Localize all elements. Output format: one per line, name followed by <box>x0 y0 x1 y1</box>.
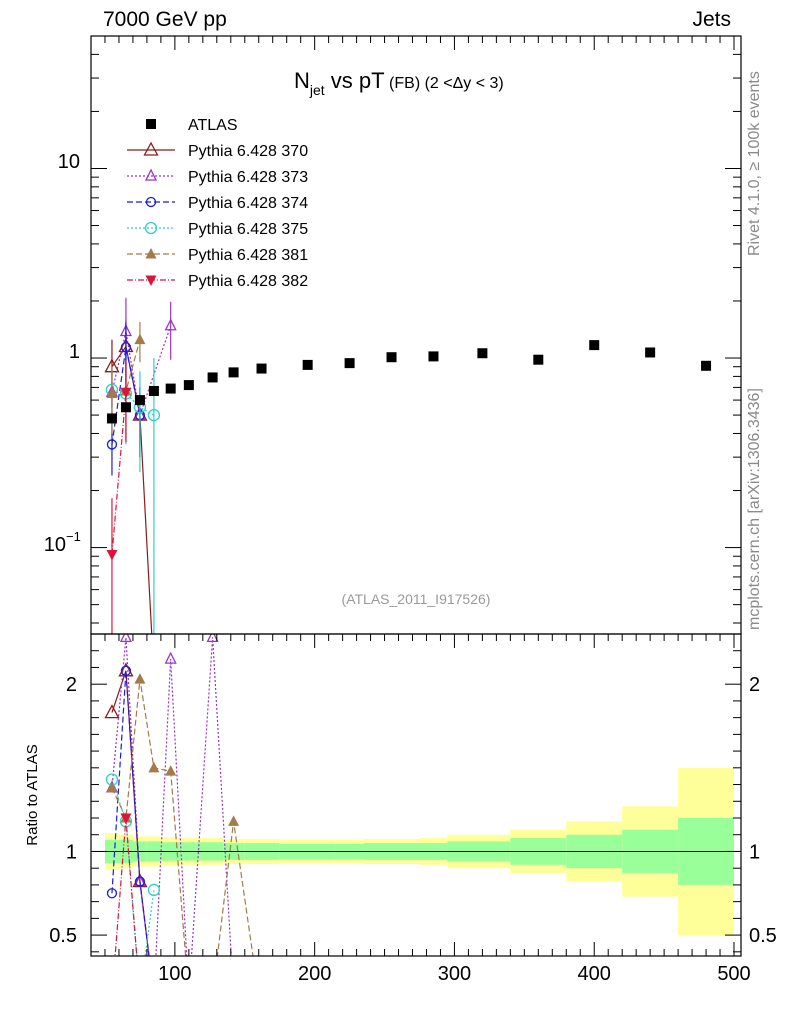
legend-label: Pythia 6.428 370 <box>188 143 308 160</box>
ratio-y-tick-label-right: 1 <box>749 841 760 863</box>
atlas-data-point <box>645 347 656 358</box>
series-line <box>111 347 141 445</box>
atlas-data-point <box>183 380 194 391</box>
header-energy-label: 7000 GeV pp <box>103 8 227 31</box>
ratio-y-axis-label: Ratio to ATLAS <box>24 744 41 845</box>
ratio-plot-frame <box>90 633 742 957</box>
series-point <box>106 549 118 561</box>
ratio-series-line <box>111 779 155 956</box>
analysis-tag: (ATLAS_2011_I917526) <box>342 591 491 607</box>
ratio-series-point <box>120 813 132 824</box>
ratio-series-point <box>165 765 177 776</box>
ratio-y-tick-label: 0.5 <box>49 925 77 947</box>
ratio-y-tick-label-right: 0.5 <box>749 925 777 947</box>
main-y-tick-exponent: −1 <box>66 529 81 544</box>
main-y-tick-label-1: 1 <box>69 341 80 363</box>
atlas-data-point <box>533 354 544 365</box>
ratio-series-point <box>134 673 146 684</box>
x-tick-label: 200 <box>298 963 331 985</box>
ratio-series-point <box>134 876 146 887</box>
ratio-series-point <box>164 651 177 664</box>
main-y-tick-label-0.1: 10 <box>44 534 66 556</box>
series-line <box>111 325 172 416</box>
atlas-data-point <box>302 359 313 370</box>
x-tick-label: 300 <box>438 963 471 985</box>
legend-marker <box>143 141 159 156</box>
main-y-tick-label-10: 10 <box>58 151 80 173</box>
legend: ATLAS Pythia 6.428 370 Pythia 6.428 373 Pyt… <box>127 117 308 290</box>
x-tick-label: 400 <box>578 963 611 985</box>
series-point <box>164 318 177 331</box>
series-point <box>120 387 132 399</box>
series-point <box>106 439 118 450</box>
ratio-y-tick-label-right: 2 <box>749 674 760 696</box>
atlas-data-point <box>256 363 267 374</box>
atlas-data-point <box>106 413 117 424</box>
atlas-data-point <box>207 372 218 383</box>
legend-label: Pythia 6.428 375 <box>188 221 308 238</box>
x-tick-label: 100 <box>158 963 191 985</box>
ratio-series-point <box>120 665 132 676</box>
atlas-data-point <box>386 352 397 363</box>
ratio-series-point <box>228 815 240 826</box>
series-point <box>120 342 132 353</box>
ratio-tick-labels: 0.5 0.5 1 1 2 2 <box>49 674 777 947</box>
atlas-data-point <box>477 348 488 359</box>
legend-marker <box>145 275 157 286</box>
ratio-series-layer <box>104 634 254 956</box>
axis-ticks <box>91 35 741 956</box>
x-tick-labels: 100 200 300 400 500 <box>158 963 751 985</box>
ratio-series-point <box>119 634 132 642</box>
legend-label-atlas: ATLAS <box>188 117 238 134</box>
atlas-data-point <box>134 395 145 406</box>
main-series-layer <box>104 297 712 634</box>
series-point <box>147 408 161 422</box>
legend-label: Pythia 6.428 381 <box>188 247 308 264</box>
legend-label: Pythia 6.428 374 <box>188 195 308 212</box>
legend-label: Pythia 6.428 373 <box>188 169 308 186</box>
ratio-series-point <box>147 883 161 897</box>
series-point <box>134 333 146 345</box>
ratio-series-point <box>206 634 219 642</box>
atlas-data-point <box>165 383 176 394</box>
series-point <box>106 387 118 398</box>
ratio-series-line <box>111 637 232 956</box>
header-process-label: Jets <box>692 8 731 31</box>
atlas-data-point <box>344 358 355 369</box>
chart-title: Njet vs pT (FB) (2 <Δy < 3) <box>294 68 504 98</box>
ratio-series-point <box>104 704 120 719</box>
atlas-data-point <box>120 402 131 413</box>
legend-marker <box>144 221 158 235</box>
atlas-data-point <box>589 340 600 351</box>
legend-marker-atlas <box>146 119 156 129</box>
legend-marker <box>145 196 157 208</box>
atlas-data-point <box>148 386 159 397</box>
atlas-data-point <box>701 360 712 371</box>
ratio-series-point <box>106 781 118 793</box>
atlas-data-point <box>428 351 439 362</box>
ratio-series-point <box>106 888 118 899</box>
ratio-series-point <box>148 761 160 773</box>
ratio-y-tick-label: 1 <box>66 841 77 863</box>
ratio-y-tick-label: 2 <box>66 674 77 696</box>
series-line <box>111 389 155 416</box>
legend-marker <box>144 168 158 181</box>
atlas-data-point <box>228 367 239 378</box>
legend-label: Pythia 6.428 382 <box>188 273 308 290</box>
x-tick-label: 500 <box>717 963 750 985</box>
legend-marker <box>145 248 157 259</box>
series-line <box>111 392 127 555</box>
